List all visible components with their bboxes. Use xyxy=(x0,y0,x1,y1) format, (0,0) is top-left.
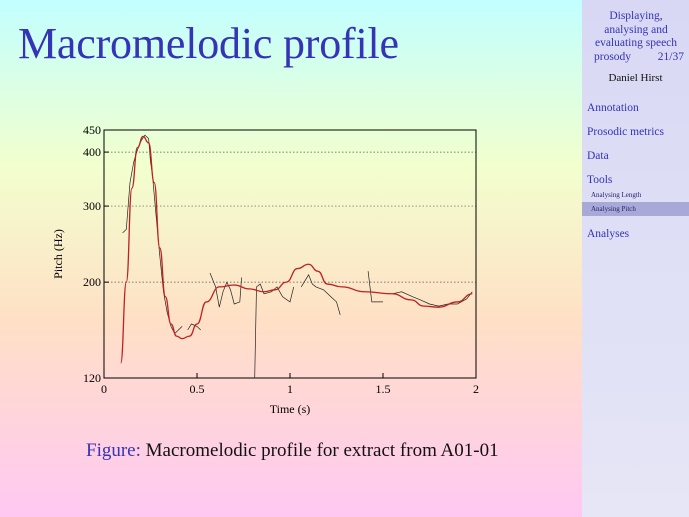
nav-subitem-analysing-pitch[interactable]: Analysing Pitch xyxy=(582,202,689,216)
y-tick-label: 300 xyxy=(83,199,101,213)
nav-item-analyses[interactable]: Analyses xyxy=(587,228,630,240)
x-tick-label: 0.5 xyxy=(190,382,205,396)
y-tick-label: 200 xyxy=(83,275,101,289)
pitch-chart: 120 200 300 400 450 0 0.5 1 1.5 2 Time (s) Pitch… xyxy=(51,123,479,416)
raw-f0-segment xyxy=(392,291,473,307)
y-tick-label: 450 xyxy=(83,123,101,137)
sidebar: Displaying, analysing and evaluating spe… xyxy=(582,0,689,517)
author-name: Daniel Hirst xyxy=(608,72,663,84)
x-tick-label: 0 xyxy=(101,382,107,396)
caption-label: Figure: xyxy=(86,440,141,461)
nav-item-annotation[interactable]: Annotation xyxy=(587,102,639,114)
title-line: evaluating speech xyxy=(594,37,678,49)
title-line: prosody xyxy=(594,50,632,63)
nav-item-data[interactable]: Data xyxy=(587,150,609,162)
nav-item-prosodic-metrics[interactable]: Prosodic metrics xyxy=(587,126,664,138)
y-axis-ticks: 120 200 300 400 450 xyxy=(83,123,109,385)
smoothed-profile-line xyxy=(120,135,473,364)
y-axis-label: Pitch (Hz) xyxy=(51,229,65,279)
caption-text: Macromelodic profile for extract from A0… xyxy=(140,440,499,461)
figure-caption: Figure: Macromelodic profile for extract… xyxy=(86,440,499,462)
raw-f0-segment xyxy=(187,323,201,331)
raw-f0-segment xyxy=(254,283,295,379)
x-axis-ticks: 0 0.5 1 1.5 2 xyxy=(101,373,479,396)
nav-gap xyxy=(582,216,689,226)
title-line: Displaying, xyxy=(609,10,663,22)
title-line: analysing and xyxy=(604,23,668,36)
raw-f0-segment xyxy=(300,274,341,315)
slide: Macromelodic profile 120 200 300 400 450 0 0.… xyxy=(0,0,582,517)
x-tick-label: 2 xyxy=(473,382,479,396)
page-number: 21/37 xyxy=(657,50,684,63)
raw-f0-segment xyxy=(122,134,183,335)
presentation-title[interactable]: Displaying, analysing and evaluating spe… xyxy=(586,10,686,64)
nav-item-tools[interactable]: Tools xyxy=(587,174,613,186)
grid-lines xyxy=(104,151,476,283)
slide-title: Macromelodic profile xyxy=(18,19,399,68)
x-tick-label: 1.5 xyxy=(376,382,391,396)
nav-subitem-analysing-length[interactable]: Analysing Length xyxy=(591,191,642,199)
y-tick-label: 120 xyxy=(83,371,101,385)
x-tick-label: 1 xyxy=(287,382,293,396)
raw-f0-segment xyxy=(367,271,383,303)
y-tick-label: 400 xyxy=(83,145,101,159)
x-axis-label: Time (s) xyxy=(270,402,311,416)
section-nav: Annotation Prosodic metrics Data Tools A… xyxy=(582,100,689,250)
raw-f0-lines xyxy=(122,134,473,379)
raw-f0-segment xyxy=(209,272,242,308)
